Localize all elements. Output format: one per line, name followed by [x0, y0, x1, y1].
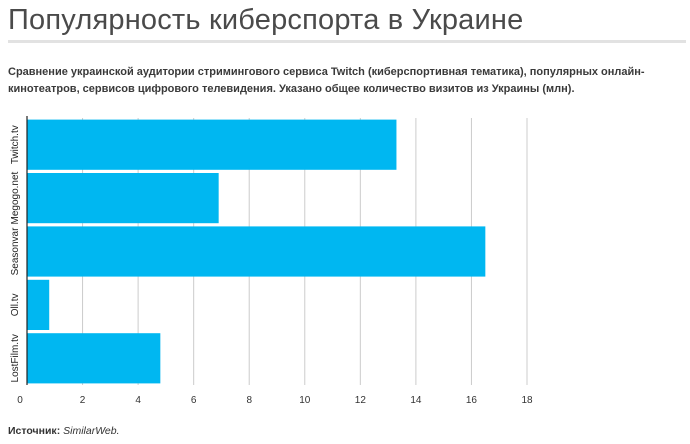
category-label: Megogo.net: [10, 171, 21, 224]
source-name: SimilarWeb.: [63, 425, 120, 437]
category-label: Seasonvar: [10, 227, 21, 275]
x-tick-label: 18: [521, 395, 533, 406]
x-tick-label: 16: [466, 395, 478, 406]
bar: [27, 119, 397, 170]
chart-subtitle: Сравнение украинской аудитории стриминго…: [8, 66, 645, 95]
x-tick-label: 8: [246, 395, 252, 406]
bar: [27, 279, 50, 330]
bar: [27, 173, 219, 224]
x-tick-label: 2: [80, 395, 86, 406]
x-tick-label: 10: [299, 395, 311, 406]
x-tick-label: 4: [135, 395, 141, 406]
x-tick-label: 6: [191, 395, 197, 406]
x-tick-label: 0: [17, 395, 23, 406]
category-label: Twitch.tv: [10, 125, 21, 164]
labels: 0 2 4 6 8 10 12 14 16 18 Twitch.tv Megogo.net Season…: [10, 125, 533, 406]
source-note: Источник: SimilarWeb.: [8, 425, 120, 437]
bar: [27, 333, 161, 384]
category-label: LostFilm.tv: [10, 334, 21, 382]
chart-title: Популярность киберспорта в Украине: [8, 4, 524, 36]
bar: [27, 226, 486, 277]
bars: [27, 119, 486, 384]
x-tick-label: 12: [355, 395, 367, 406]
category-label: Oll.tv: [10, 294, 21, 317]
source-label: Источник:: [8, 425, 61, 437]
title-divider: [8, 40, 686, 43]
x-tick-label: 14: [410, 395, 422, 406]
